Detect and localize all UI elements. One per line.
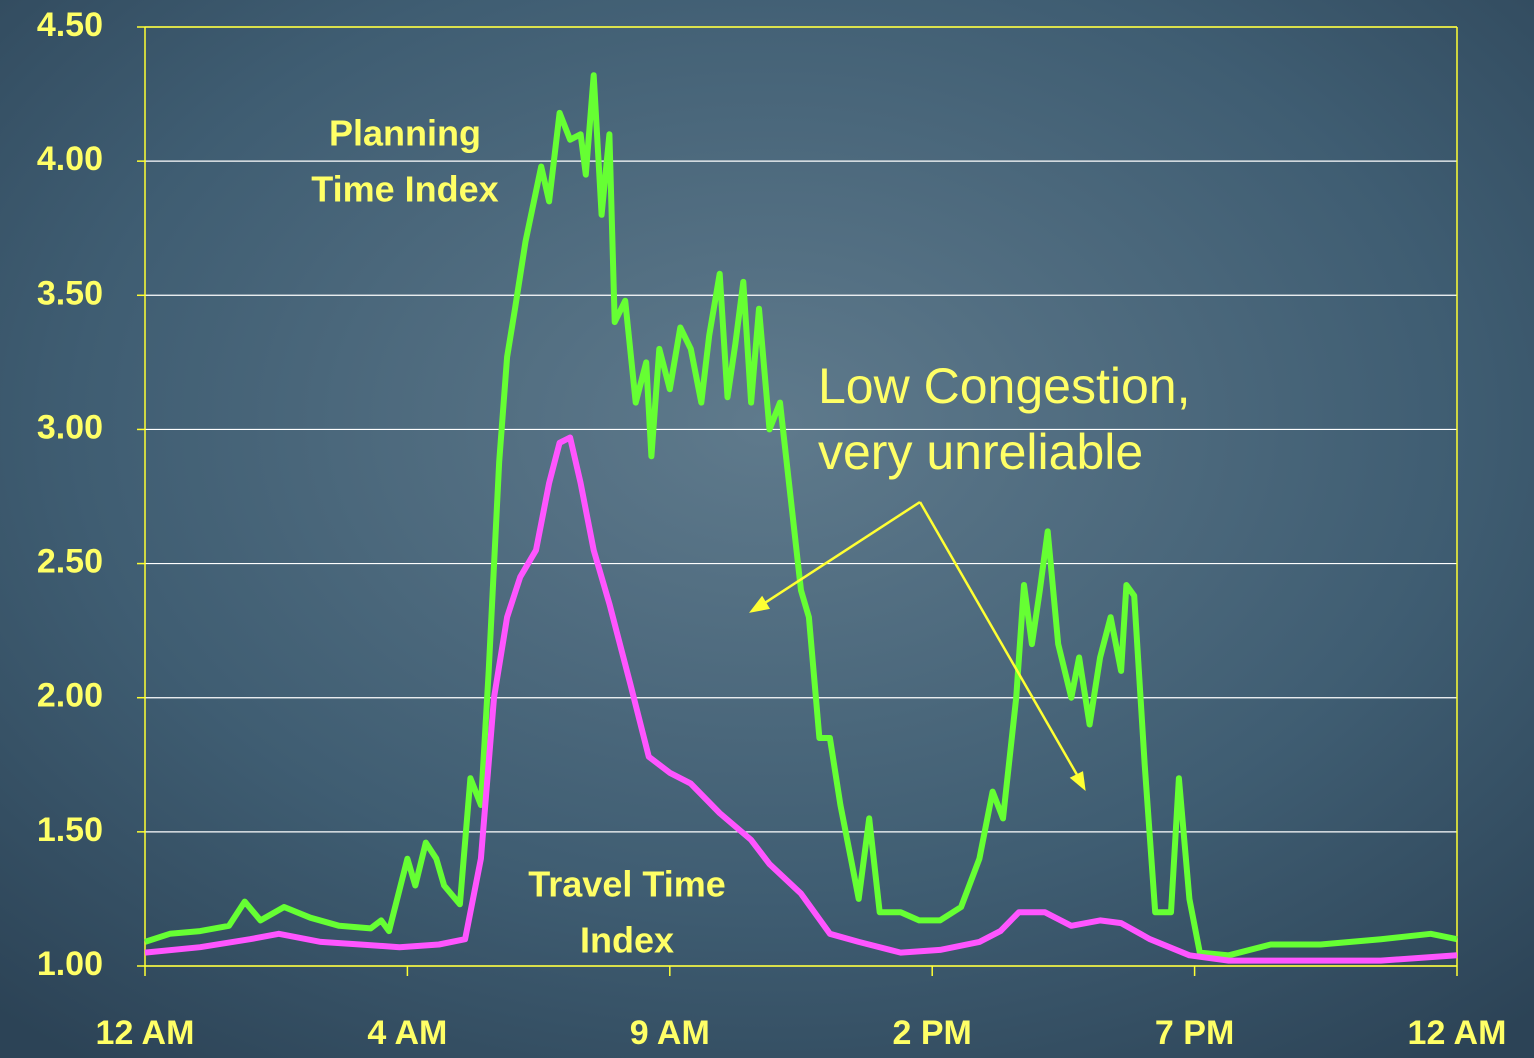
annotation: Planning	[329, 113, 481, 154]
y-tick-label: 3.50	[37, 274, 103, 312]
arrows	[749, 500, 1086, 792]
x-tick-label: 12 AM	[1408, 1014, 1507, 1052]
annotation: Time Index	[311, 169, 498, 210]
y-tick-label: 1.00	[37, 945, 103, 983]
series-line	[144, 434, 1458, 964]
y-tick-label: 1.50	[37, 811, 103, 849]
annotation: Index	[580, 920, 674, 961]
annotation: very unreliable	[818, 424, 1143, 480]
y-tick-label: 4.50	[37, 6, 103, 44]
annotation: Low Congestion,	[818, 358, 1190, 414]
annotation: Travel Time	[528, 864, 725, 905]
x-tick-label: 12 AM	[96, 1014, 195, 1052]
plot-area: 1.00 1.50 2.00 2.50 3.00 3.50 4.00 4.50 12 AM 4 A…	[37, 6, 1507, 1052]
y-tick-label: 2.00	[37, 677, 103, 715]
y-tick-label: 2.50	[37, 543, 103, 581]
x-tick-label: 7 PM	[1155, 1014, 1234, 1052]
y-tick-label: 3.00	[37, 408, 103, 446]
x-tick-label: 9 AM	[630, 1014, 710, 1052]
x-tick-label: 4 AM	[367, 1014, 447, 1052]
x-tick-label: 2 PM	[893, 1014, 972, 1052]
y-tick-label: 4.00	[37, 140, 103, 178]
series-line	[144, 72, 1458, 959]
